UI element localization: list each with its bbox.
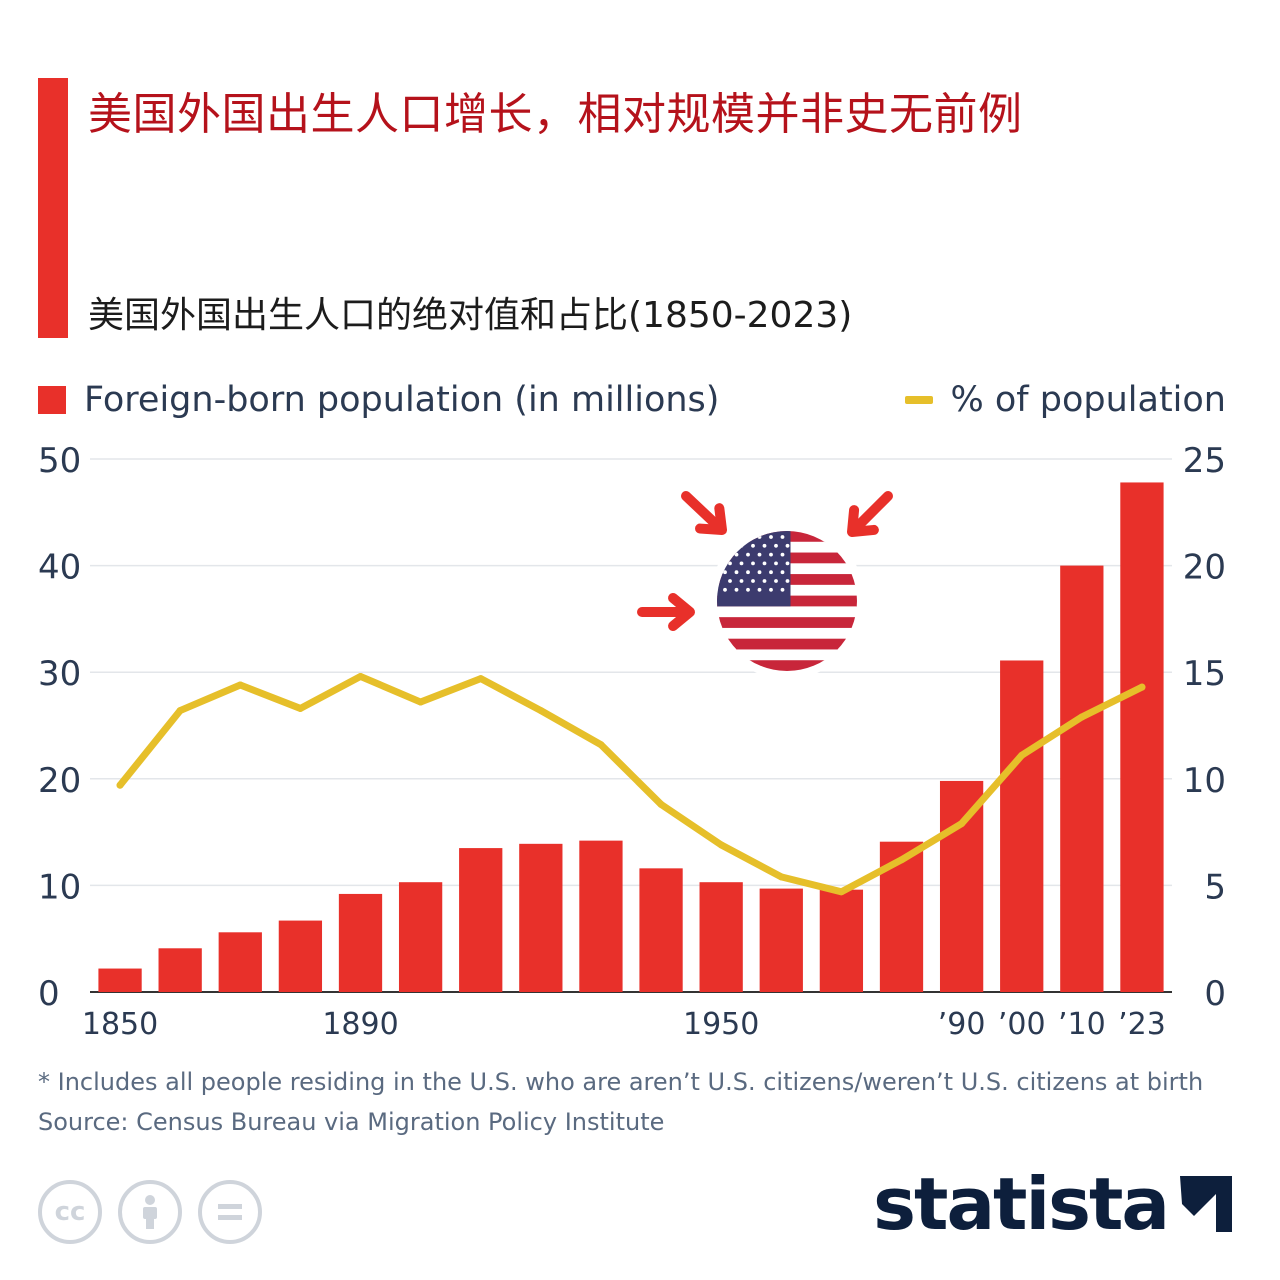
x-tick-label: 1850 [82, 1007, 158, 1042]
legend-line-entry: % of population [904, 380, 1227, 420]
x-tick-label: ’23 [1118, 1007, 1166, 1042]
x-tick-label: ’90 [938, 1007, 986, 1042]
bars [98, 482, 1164, 992]
bar-2000 [1000, 660, 1044, 992]
footnote: * Includes all people residing in the U.… [38, 1068, 1204, 1096]
brand-mark-icon [1180, 1176, 1232, 1232]
license-icons: cc [38, 1180, 262, 1244]
arrow-top-right-icon [854, 491, 893, 530]
y-left-tick-label: 30 [38, 654, 81, 694]
bar-1970 [819, 889, 864, 992]
percent-point-1850 [116, 781, 124, 789]
axis-labels: 0 0 10 5 20 10 30 15 40 20 50 25 1850 1890 1950 ’90 ’00 ’… [38, 441, 1226, 1042]
bar-1860 [158, 948, 202, 992]
x-tick-label: 1890 [322, 1007, 398, 1042]
legend-bar-label: Foreign-born population (in millions) [84, 380, 720, 420]
y-left-tick-label: 10 [38, 867, 81, 907]
x-tick-label: ’00 [998, 1007, 1046, 1042]
percent-point-1970 [837, 888, 845, 896]
y-right-tick-label: 0 [1204, 974, 1226, 1014]
arrow-top-right-icon-head [847, 505, 879, 537]
statista-logo[interactable]: statista [873, 1162, 1236, 1246]
x-tick-label: ’10 [1058, 1007, 1106, 1042]
legend-bar-swatch [38, 386, 66, 414]
bar-1990 [939, 780, 984, 992]
x-tick-label: 1950 [683, 1007, 759, 1042]
arrow-top-left-icon-head [695, 503, 727, 535]
y-left-tick-label: 40 [38, 548, 81, 588]
bar-1910 [459, 848, 503, 992]
y-right-tick-label: 5 [1204, 867, 1226, 907]
page-title: 美国外国出生人口增长，相对规模并非史无前例 [88, 89, 1023, 140]
us-flag-icon [717, 531, 857, 671]
bar-2023 [1120, 482, 1164, 992]
arrow-top-left-icon [681, 491, 720, 529]
cc-icon[interactable]: cc [38, 1180, 102, 1244]
y-left-tick-label: 50 [38, 441, 81, 481]
bar-1960 [759, 888, 803, 992]
percent-point-1960 [777, 873, 785, 881]
percent-point-2023 [1138, 683, 1146, 691]
percent-point-1940 [657, 800, 665, 808]
legend-line-label: % of population [950, 380, 1227, 420]
y-left-tick-label: 0 [38, 974, 60, 1014]
chart-subtitle: 美国外国出生人口的绝对值和占比(1850-2023) [88, 295, 853, 336]
y-right-tick-label: 25 [1183, 441, 1226, 481]
bar-1950 [699, 882, 743, 992]
percent-point-1900 [417, 698, 425, 706]
y-right-tick-label: 10 [1183, 761, 1226, 801]
arrow-left-icon-head [668, 592, 695, 632]
by-icon[interactable] [118, 1180, 182, 1244]
y-left-tick-label: 20 [38, 761, 81, 801]
source-note: Source: Census Bureau via Migration Poli… [38, 1108, 665, 1136]
percent-point-1980 [898, 856, 905, 864]
percent-point-1990 [958, 820, 966, 828]
bar-1850 [98, 968, 142, 992]
legend-line-swatch [904, 396, 933, 404]
bar-1890 [338, 893, 383, 992]
bar-1940 [639, 868, 683, 992]
percent-point-1890 [357, 672, 364, 680]
percent-point-1880 [296, 704, 304, 712]
percent-point-1910 [477, 675, 485, 683]
bar-1880 [278, 920, 323, 992]
percent-point-1920 [537, 707, 545, 715]
percent-point-1860 [176, 707, 184, 715]
percent-point-1930 [597, 741, 605, 749]
y-right-tick-label: 20 [1183, 548, 1226, 588]
y-right-tick-label: 15 [1183, 654, 1226, 694]
percent-line-layer [116, 672, 1146, 896]
bar-1930 [579, 840, 623, 992]
percent-line [116, 672, 1146, 896]
bar-2010 [1060, 565, 1104, 992]
bar-1920 [519, 843, 563, 992]
brand-name: statista [873, 1162, 1170, 1246]
percent-point-2010 [1078, 713, 1086, 721]
grid-lines [90, 458, 1172, 993]
percent-point-2000 [1018, 751, 1026, 759]
nd-icon[interactable] [198, 1180, 262, 1244]
chart-area: 0 0 10 5 20 10 30 15 40 20 50 25 1850 1890 1950 ’90 ’00 ’… [38, 441, 1226, 1042]
bar-1870 [218, 932, 262, 992]
legend-bar-entry: Foreign-born population (in millions) [38, 380, 719, 420]
percent-point-1870 [236, 681, 244, 689]
us-flag-illustration [637, 491, 893, 679]
accent-bar [38, 78, 68, 338]
bar-1900 [398, 882, 443, 992]
percent-point-1950 [717, 841, 725, 849]
